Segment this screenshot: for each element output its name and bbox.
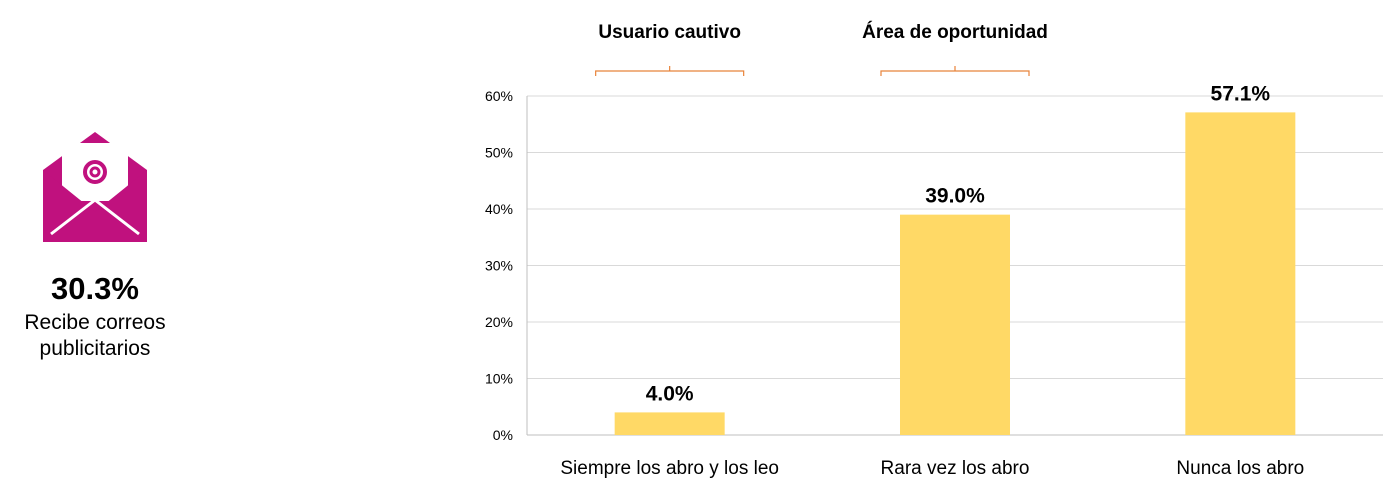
y-tick-label: 40% bbox=[485, 201, 513, 217]
bar bbox=[900, 214, 1010, 435]
y-tick-label: 30% bbox=[485, 258, 513, 274]
annotation-bracket bbox=[880, 66, 1030, 76]
y-tick-label: 0% bbox=[493, 427, 513, 443]
stat-label: Recibe correos publicitarios bbox=[24, 311, 166, 360]
y-tick-label: 50% bbox=[485, 145, 513, 161]
annotation-label: Área de oportunidad bbox=[862, 21, 1048, 43]
y-tick-label: 60% bbox=[485, 88, 513, 104]
data-label: 4.0% bbox=[646, 382, 694, 405]
x-tick-label: Nunca los abro bbox=[1176, 458, 1304, 479]
summary-panel: 30.3% Recibe correos publicitarios bbox=[0, 130, 190, 362]
y-tick-label: 10% bbox=[485, 371, 513, 387]
y-tick-label: 20% bbox=[485, 314, 513, 330]
bar bbox=[614, 412, 725, 435]
data-label: 39.0% bbox=[925, 185, 985, 208]
bar bbox=[1185, 112, 1296, 435]
stat-value: 30.3% bbox=[51, 271, 139, 306]
x-tick-label: Rara vez los abro bbox=[881, 458, 1030, 479]
x-tick-label: Siempre los abro y los leo bbox=[560, 458, 779, 479]
data-label: 57.1% bbox=[1211, 82, 1271, 105]
annotation-bracket bbox=[595, 66, 745, 76]
email-envelope-icon bbox=[43, 132, 147, 242]
annotation-label: Usuario cautivo bbox=[598, 22, 741, 43]
